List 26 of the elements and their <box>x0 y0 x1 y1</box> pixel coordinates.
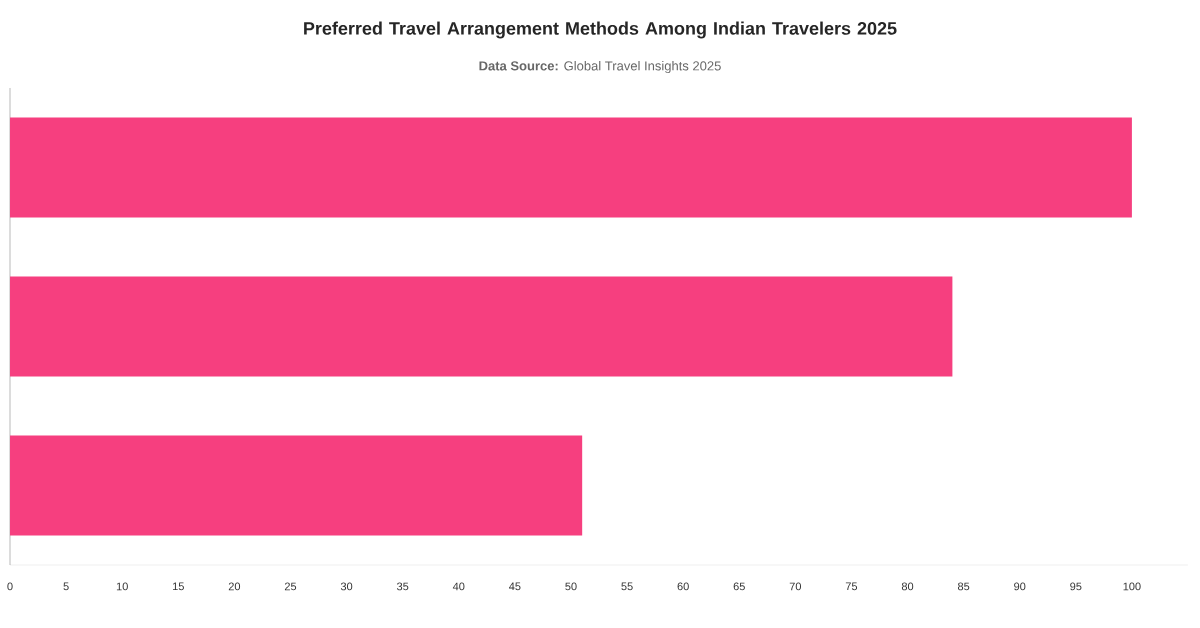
x-tick-label: 100 <box>1123 582 1141 591</box>
text: Data Source: Global Travel Insights 2025 <box>479 60 721 74</box>
x-tick-label: 40 <box>452 582 465 591</box>
x-tick-label: 15 <box>173 582 184 591</box>
x-tick-label: 35 <box>396 582 409 591</box>
x-tick-label: 75 <box>845 582 858 591</box>
bar <box>10 435 583 536</box>
x-tick-label: 90 <box>1014 582 1026 591</box>
x-tick-label: 5 <box>63 582 69 591</box>
x-tick-label: 65 <box>733 582 745 591</box>
x-tick-label: 95 <box>1070 582 1082 591</box>
x-tick-label: 70 <box>789 582 802 591</box>
bar <box>10 276 953 377</box>
x-tick-label: 50 <box>565 582 577 591</box>
x-tick-label: 30 <box>340 582 353 591</box>
x-tick-label: 20 <box>228 582 241 591</box>
x-tick-label: 80 <box>901 582 914 591</box>
x-tick-label: 0 <box>7 582 13 591</box>
x-tick-label: 45 <box>509 582 521 591</box>
x-tick-label: 25 <box>284 582 297 591</box>
x-tick-label: 10 <box>116 582 128 591</box>
x-tick-label: 85 <box>957 582 970 591</box>
chart-title: Preferred Travel Arrangement Methods Among Indian Travelers 2025 <box>304 21 897 39</box>
bar <box>10 117 1132 218</box>
x-tick-label: 55 <box>621 582 633 591</box>
x-tick-label: 60 <box>677 582 689 591</box>
